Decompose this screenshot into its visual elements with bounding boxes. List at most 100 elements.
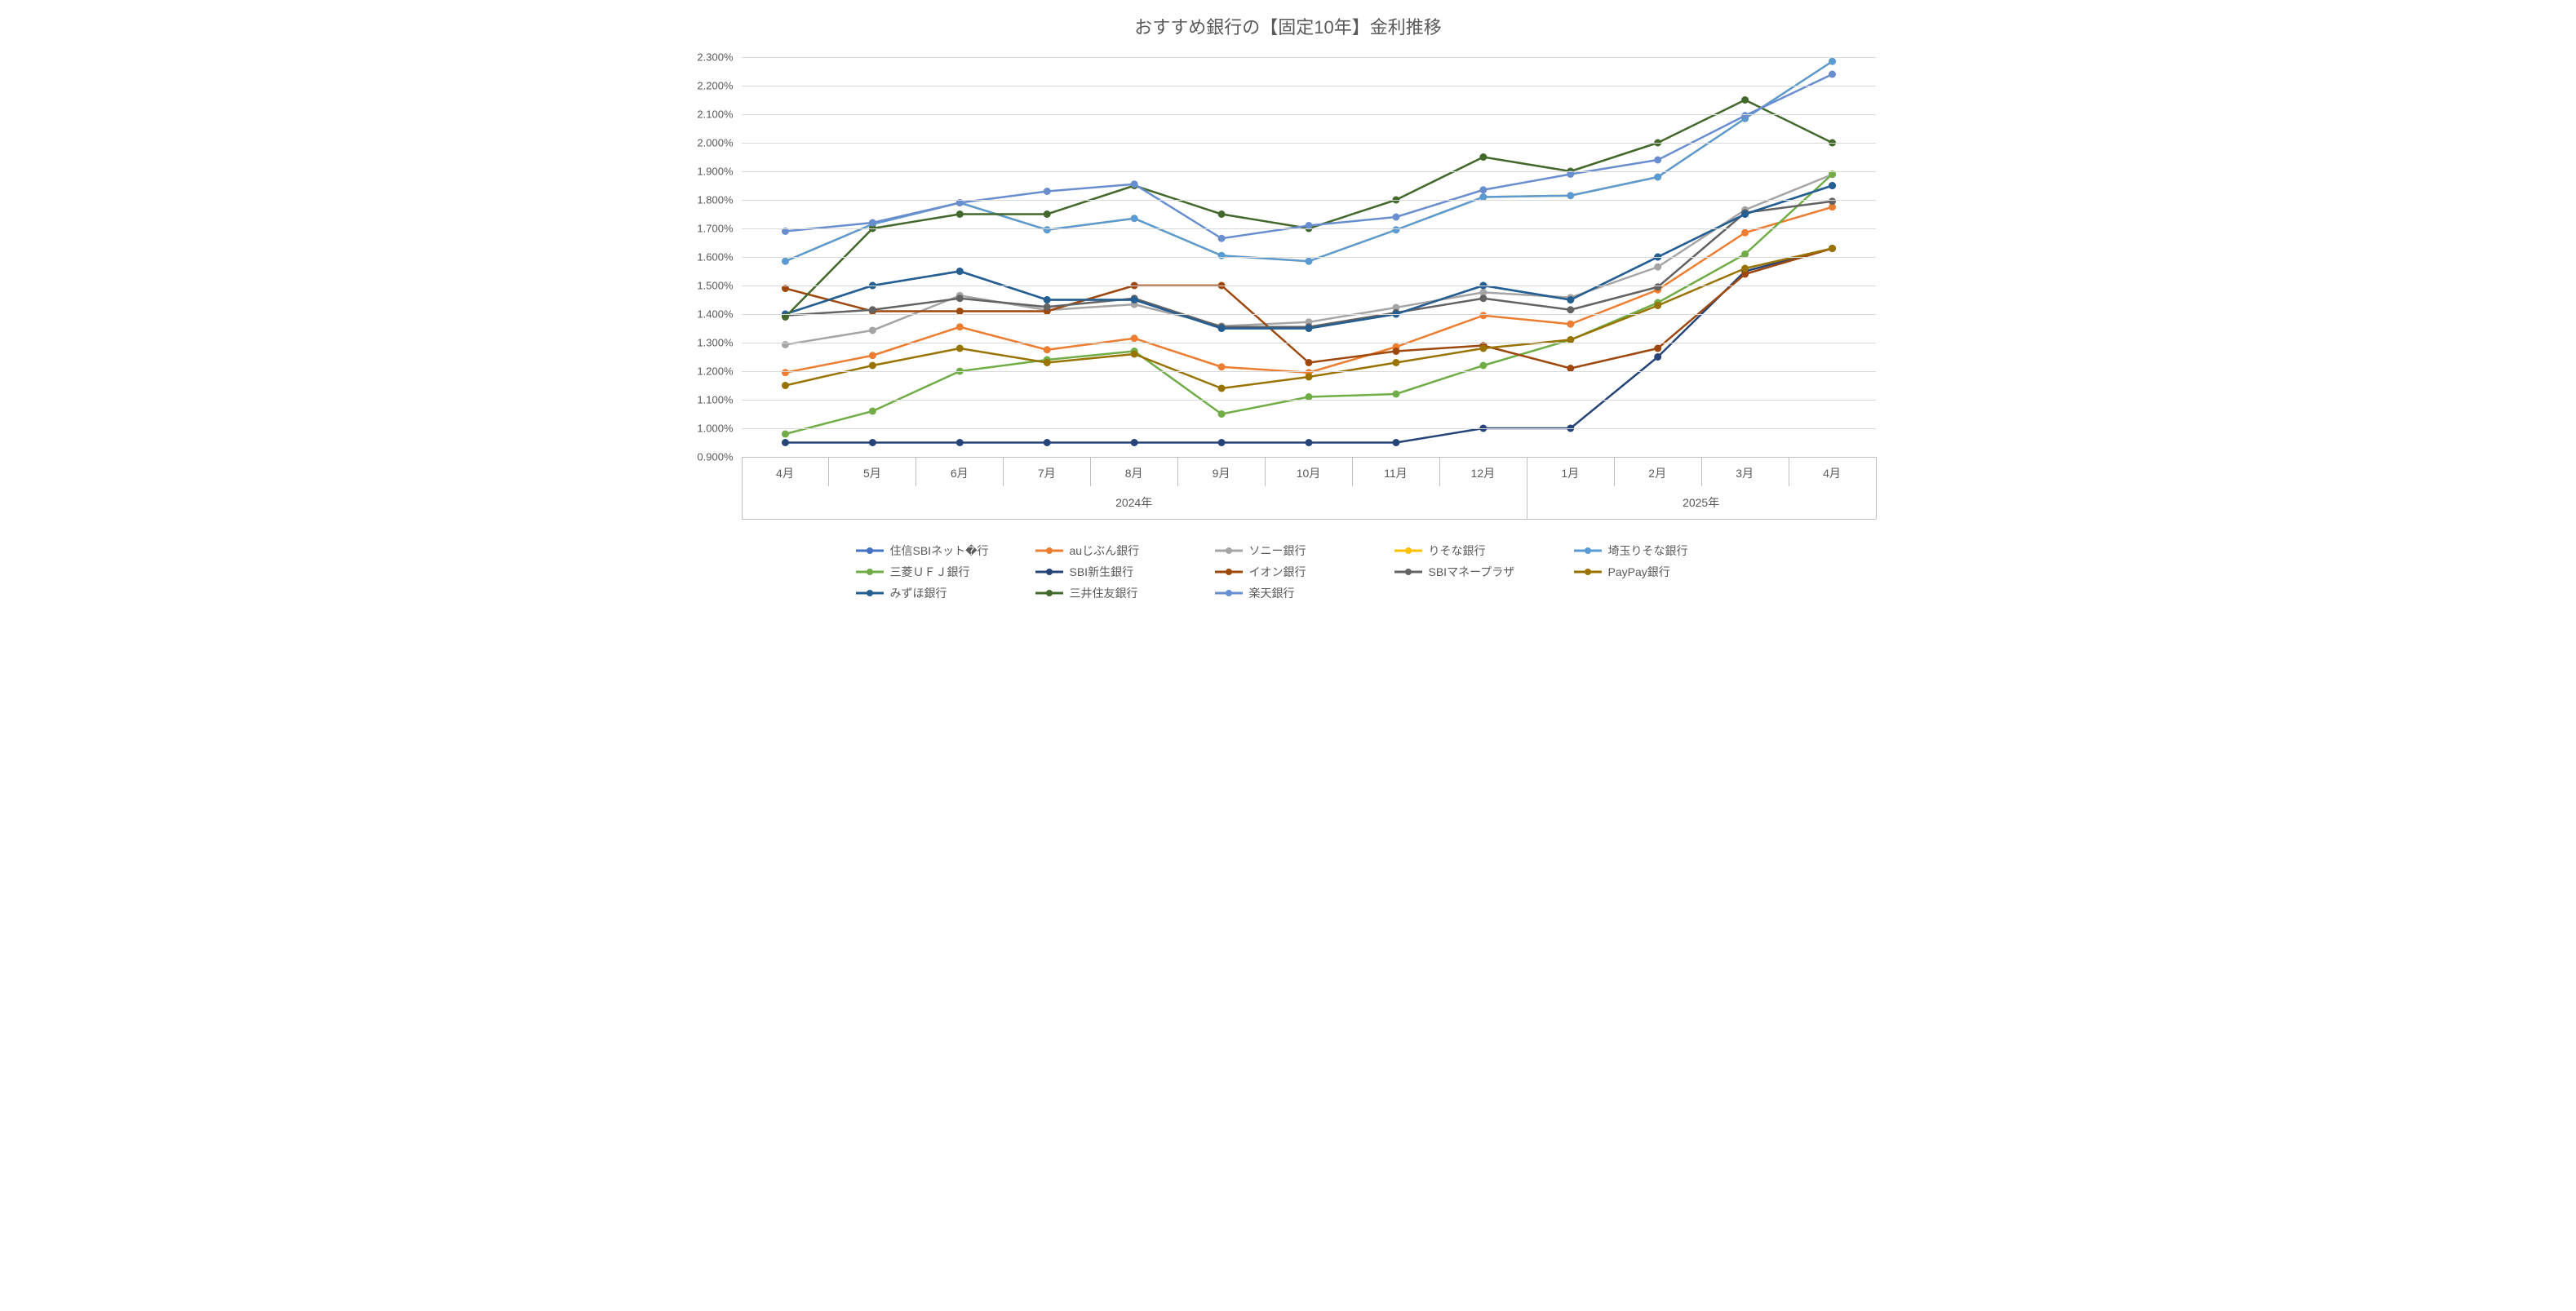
y-tick-label: 1.800% [697,194,741,206]
series-marker [1392,214,1399,221]
series-marker [1567,321,1574,328]
series-marker [1305,325,1312,332]
series-marker [1479,186,1487,193]
legend-item[interactable]: auじぶん銀行 [1035,543,1215,559]
legend-item[interactable]: 三井住友銀行 [1035,585,1215,601]
legend-label: イオン銀行 [1249,564,1306,580]
x-tick-label: 12月 [1471,457,1496,481]
series-marker [1130,334,1137,342]
x-tick-sep [1003,457,1004,486]
series-marker [1217,385,1225,392]
series-marker [1654,345,1661,352]
x-tick-label: 6月 [951,457,969,481]
legend-label: ソニー銀行 [1249,543,1306,559]
series-line [785,249,1832,389]
y-gridline [742,428,1876,429]
series-marker [868,306,876,313]
series-marker [1654,283,1661,290]
series-marker [955,210,963,218]
legend-label: 三井住友銀行 [1070,585,1138,601]
legend-item[interactable]: PayPay銀行 [1574,564,1754,580]
series-marker [1392,359,1399,366]
legend-item[interactable]: りそな銀行 [1394,543,1574,559]
legend-item[interactable]: SBI新生銀行 [1035,564,1215,580]
x-tick-sep [828,457,829,486]
series-marker [1479,345,1487,352]
legend-swatch [856,587,884,599]
series-marker [1305,258,1312,265]
series-marker [1741,112,1749,119]
legend-swatch [1394,545,1422,556]
series-marker [1567,306,1574,313]
legend-item[interactable]: SBIマネープラザ [1394,564,1574,580]
chart-title: おすすめ銀行の【固定10年】金利推移 [676,13,1900,39]
series-marker [1654,157,1661,164]
x-tick-label: 4月 [776,457,794,481]
legend-item[interactable]: ソニー銀行 [1215,543,1394,559]
series-marker [1043,226,1050,233]
x-tick-label: 10月 [1297,457,1321,481]
x-tick-label: 4月 [1823,457,1841,481]
y-tick-label: 1.300% [697,337,741,349]
legend-swatch [1215,545,1243,556]
series-marker [1217,252,1225,259]
legend-swatch [1035,566,1063,578]
series-marker [1130,215,1137,222]
series-marker [955,268,963,275]
x-axis-line [742,457,1876,458]
y-tick-label: 0.900% [697,451,741,463]
series-marker [781,369,788,376]
y-gridline [742,114,1876,115]
series-marker [781,258,788,265]
legend-swatch [1574,566,1602,578]
y-tick-label: 1.000% [697,423,741,435]
legend-item[interactable]: 楽天銀行 [1215,585,1394,601]
series-marker [955,439,963,446]
legend-item[interactable]: 住信SBIネット�行 [856,543,1035,559]
series-marker [1043,359,1050,366]
series-marker [1392,391,1399,398]
series-marker [1654,174,1661,181]
y-tick-label: 1.100% [697,394,741,406]
series-marker [1654,264,1661,271]
x-tick-label: 9月 [1213,457,1230,481]
series-marker [1392,226,1399,233]
series-marker [1130,351,1137,358]
legend: 住信SBIネット�行auじぶん銀行 ソニー銀行 りそな銀行 埼玉りそな銀行三菱ＵＦＪ銀… [856,543,1868,601]
legend-label: PayPay銀行 [1608,564,1670,580]
series-marker [1130,180,1137,188]
legend-item[interactable]: 三菱ＵＦＪ銀行 [856,564,1035,580]
legend-item[interactable]: みずほ銀行 [856,585,1035,601]
x-tick-label: 3月 [1736,457,1754,481]
series-marker [781,431,788,438]
series-marker [1043,439,1050,446]
legend-item[interactable]: イオン銀行 [1215,564,1394,580]
series-marker [1567,296,1574,303]
series-marker [1654,302,1661,309]
x-tick-label: 5月 [863,457,881,481]
legend-swatch [1035,545,1063,556]
series-marker [1829,245,1836,252]
x-tick-sep [1177,457,1178,486]
series-marker [1829,197,1836,205]
y-tick-label: 1.600% [697,251,741,264]
series-marker [1043,210,1050,218]
x-group-sep [1876,457,1877,519]
x-tick-label: 11月 [1384,457,1408,481]
x-tick-sep [1701,457,1702,486]
y-gridline [742,314,1876,315]
series-marker [868,326,876,334]
x-tick-label: 8月 [1125,457,1143,481]
legend-swatch [1035,587,1063,599]
y-gridline [742,257,1876,258]
series-marker [1217,235,1225,242]
legend-item[interactable]: 埼玉りそな銀行 [1574,543,1754,559]
legend-swatch [1215,566,1243,578]
x-tick-label: 2月 [1648,457,1666,481]
series-marker [868,439,876,446]
x-tick-label: 7月 [1038,457,1056,481]
x-tick-sep [1439,457,1440,486]
legend-label: 埼玉りそな銀行 [1608,543,1688,559]
y-gridline [742,228,1876,229]
series-marker [1392,439,1399,446]
